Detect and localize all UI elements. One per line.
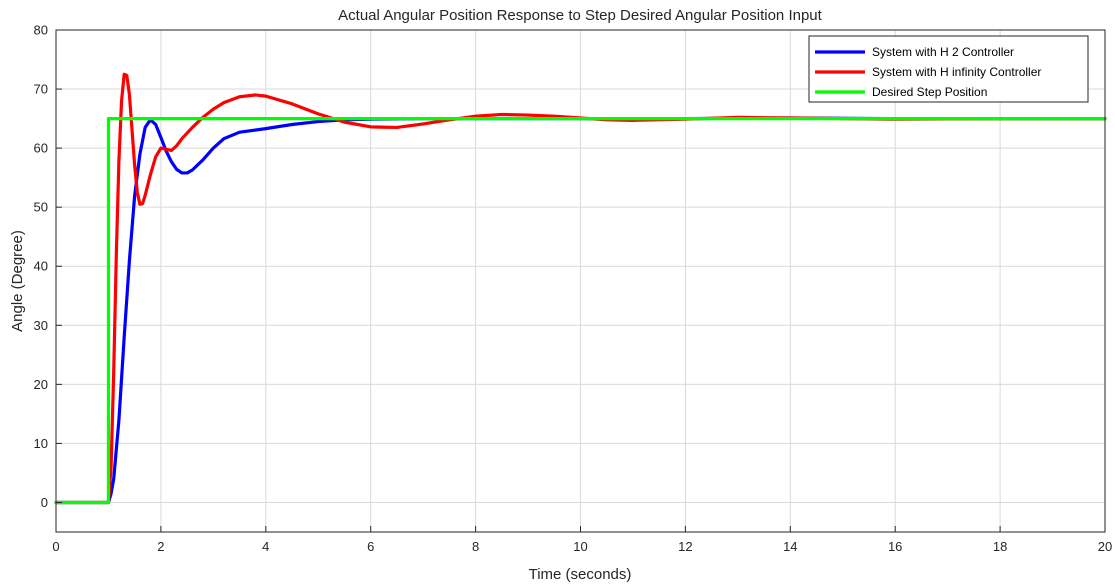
x-tick-label: 16 — [888, 539, 902, 554]
y-tick-label: 20 — [34, 377, 48, 392]
x-tick-label: 2 — [157, 539, 164, 554]
legend-label-system-with-h-infinity-controller: System with H infinity Controller — [872, 65, 1041, 79]
x-axis-label: Time (seconds) — [529, 566, 632, 583]
x-tick-label: 6 — [367, 539, 374, 554]
x-tick-label: 10 — [573, 539, 587, 554]
y-tick-label: 60 — [34, 141, 48, 156]
x-tick-label: 14 — [783, 539, 797, 554]
y-tick-label: 0 — [41, 495, 48, 510]
y-axis-label: Angle (Degree) — [9, 230, 26, 332]
legend-label-system-with-h-2-controller: System with H 2 Controller — [872, 45, 1014, 59]
legend: System with H 2 Controller System with H … — [808, 35, 1089, 103]
y-tick-label: 30 — [34, 318, 48, 333]
series-lines — [54, 72, 1107, 505]
x-tick-label: 18 — [993, 539, 1007, 554]
x-tick-label: 4 — [262, 539, 269, 554]
y-tick-label: 80 — [34, 23, 48, 38]
series-line-desired-step-position — [54, 116, 1107, 505]
axis-ticks: 0 2 4 6 8 10 12 14 16 18 20 0 10 20 30 40 50 60 70 80 — [34, 23, 1113, 555]
y-tick-label: 10 — [34, 436, 48, 451]
x-tick-label: 12 — [678, 539, 692, 554]
x-tick-label: 8 — [472, 539, 479, 554]
y-tick-label: 50 — [34, 200, 48, 215]
y-tick-label: 70 — [34, 82, 48, 97]
x-tick-label: 0 — [52, 539, 59, 554]
y-tick-label: 40 — [34, 259, 48, 274]
x-tick-label: 20 — [1098, 539, 1112, 554]
legend-label-desired-step-position: Desired Step Position — [872, 85, 987, 99]
chart-title: Actual Angular Position Response to Step… — [338, 7, 822, 24]
